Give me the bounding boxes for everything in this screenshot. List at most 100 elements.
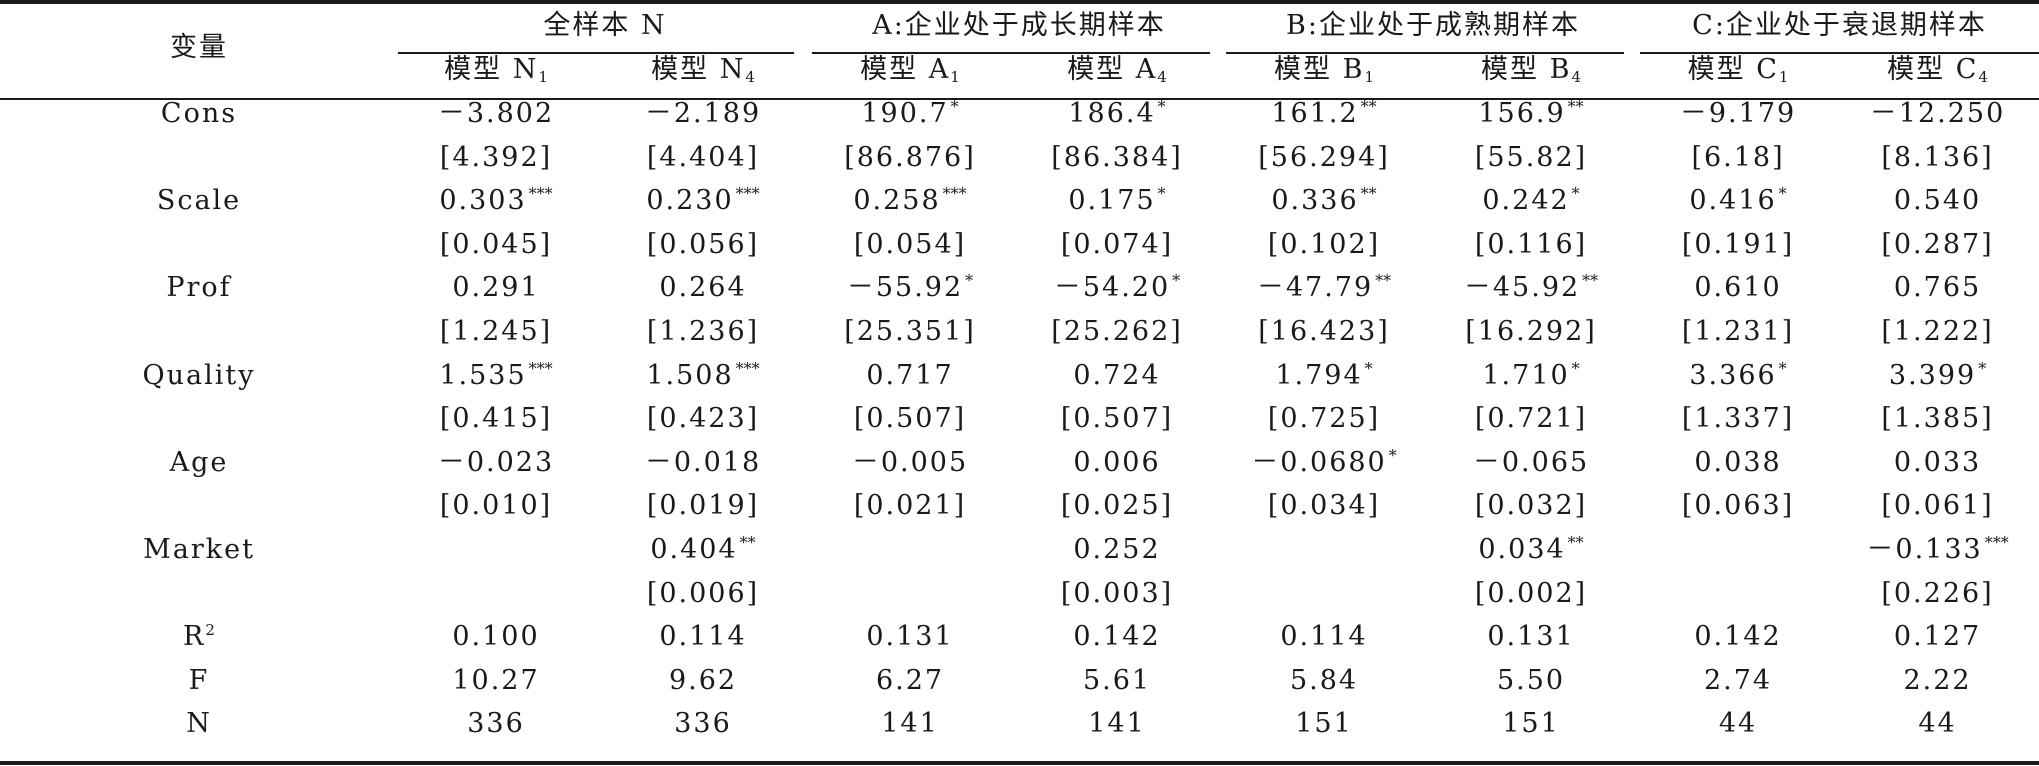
model-subscript: 1 (1364, 68, 1374, 86)
coefficient-value: －3.802 (437, 98, 555, 129)
standard-error-value: [0.423] (646, 403, 760, 435)
coefficient-cell: 1.535 *** (398, 354, 594, 398)
coefficient-cell: 0.033 (1836, 441, 2039, 485)
coefficient-value: 0.765 (1893, 272, 1982, 304)
model-header: 模型 C1 (1640, 48, 1836, 92)
standard-error-value: [0.074] (1060, 228, 1174, 260)
coefficient-value: －47.79 (1256, 272, 1374, 304)
coefficient-value: 0.303 (439, 185, 527, 217)
bottom-rule (0, 761, 2039, 765)
standard-error-value: [1.337] (1681, 403, 1795, 435)
model-header: 模型 B1 (1226, 48, 1422, 92)
standard-error-value: [0.507] (853, 403, 967, 435)
coefficient-value: 0.610 (1694, 272, 1782, 304)
statistic-row: R2 0.100 0.114 0.131 0.142 0.114 0.131 0.142 0.1… (0, 615, 2039, 659)
coefficient-cell: 0.610 (1640, 266, 1836, 310)
model-name: 模型 N (651, 54, 746, 85)
statistic-value: 0.114 (1280, 621, 1368, 653)
standard-error-cell: [0.045] (398, 223, 594, 267)
coefficient-value: 0.242 (1482, 185, 1570, 217)
variable-name: Scale (156, 185, 242, 217)
variable-name: Age (169, 446, 229, 478)
group-rule-b (1226, 52, 1624, 54)
standard-error-value: [1.222] (1881, 315, 1994, 347)
significance-stars: * (965, 271, 974, 291)
significance-stars: *** (1984, 532, 2009, 552)
standard-error-value: [0.116] (1474, 228, 1588, 260)
coefficient-value: 190.7 (861, 98, 949, 129)
coefficient-value: 161.2 (1271, 98, 1359, 129)
significance-stars: * (1364, 358, 1373, 378)
standard-error-row: [0.045] [0.056] [0.054] [0.074] [0.102] [0.11… (0, 223, 2039, 267)
coefficient-cell: 0.038 (1640, 441, 1836, 485)
coefficient-cell: 1.794 * (1226, 354, 1422, 398)
coefficient-cell: －55.92 * (812, 266, 1008, 310)
significance-stars: *** (528, 184, 553, 204)
standard-error-cell: [0.725] (1226, 397, 1422, 441)
standard-error-cell: [0.191] (1640, 223, 1836, 267)
model-name: 模型 A (1067, 54, 1158, 85)
coefficient-value: 0.258 (853, 185, 941, 217)
significance-stars: ** (1360, 97, 1377, 116)
coefficient-value: 1.710 (1482, 359, 1570, 391)
header-bottom-rule (0, 98, 2039, 100)
standard-error-value: [0.021] (853, 490, 967, 522)
coefficient-row: Market 0.404 ** 0.252 0.034 ** －0.133 *** (0, 528, 2039, 572)
significance-stars: ** (1567, 97, 1584, 116)
variable-name: Market (143, 533, 255, 565)
coefficient-value: －2.189 (644, 98, 762, 129)
variable-name-blank (0, 310, 398, 354)
statistic-row: N 336 336 141 141 151 151 44 44 (0, 702, 2039, 746)
standard-error-cell: [0.507] (1008, 397, 1226, 441)
standard-error-cell: [1.222] (1836, 310, 2039, 354)
standard-error-value: [16.292] (1465, 315, 1597, 347)
standard-error-value: [0.287] (1881, 228, 1994, 260)
standard-error-value: [0.507] (1060, 403, 1174, 435)
coefficient-cell: －12.250 (1836, 92, 2039, 136)
standard-error-row: [4.392] [4.404] [86.876] [86.384] [56.294] [5… (0, 136, 2039, 180)
variable-name-blank (0, 397, 398, 441)
model-name: 模型 C (1887, 54, 1979, 85)
model-header: 模型 N1 (398, 48, 594, 92)
standard-error-cell: [6.18] (1640, 136, 1836, 180)
coefficient-cell: －54.20 * (1008, 266, 1226, 310)
coefficient-value: －0.018 (644, 446, 762, 478)
statistic-label: F (188, 664, 210, 696)
standard-error-row: [0.006] [0.003] [0.002] [0.226] (0, 572, 2039, 616)
coefficient-cell: 0.404 ** (594, 528, 812, 572)
standard-error-cell: [1.231] (1640, 310, 1836, 354)
coefficient-cell: 0.242 * (1422, 179, 1640, 223)
standard-error-cell: [0.507] (812, 397, 1008, 441)
statistic-value: 9.62 (668, 664, 738, 696)
standard-error-cell: [0.721] (1422, 397, 1640, 441)
coefficient-value: 1.508 (646, 359, 734, 391)
coefficient-value: 1.794 (1275, 359, 1363, 391)
regression-table: 变量 全样本 N A:企业处于成长期样本 B:企业处于成熟期样本 C:企业处于衰… (0, 4, 2039, 746)
coefficient-value: －54.20 (1053, 272, 1171, 304)
coefficient-value: －0.005 (851, 446, 969, 478)
standard-error-cell: [0.226] (1836, 572, 2039, 616)
coefficient-cell: 0.034 ** (1422, 528, 1640, 572)
standard-error-value: [0.063] (1681, 490, 1795, 522)
model-name: 模型 B (1274, 54, 1365, 85)
coefficient-value: 0.230 (646, 185, 734, 217)
coefficient-value: 186.4 (1068, 98, 1156, 129)
coefficient-value: －0.133 (1866, 533, 1983, 565)
coefficient-row: Age －0.023 －0.018 －0.005 0.006 －0.0680 * －0.065… (0, 441, 2039, 485)
variable-name-blank (0, 136, 398, 180)
standard-error-value: [1.236] (646, 315, 760, 347)
standard-error-cell: [1.337] (1640, 397, 1836, 441)
coefficient-cell: －0.005 (812, 441, 1008, 485)
variable-name: Cons (160, 98, 238, 129)
coefficient-cell: 0.006 (1008, 441, 1226, 485)
coefficient-cell: －0.023 (398, 441, 594, 485)
standard-error-cell: [0.116] (1422, 223, 1640, 267)
standard-error-cell (1226, 572, 1422, 616)
significance-stars: * (1778, 184, 1787, 204)
standard-error-value: [4.404] (646, 141, 760, 173)
model-header: 模型 A4 (1008, 48, 1226, 92)
significance-stars: * (1571, 184, 1580, 204)
coefficient-cell: 0.175 * (1008, 179, 1226, 223)
standard-error-cell: [0.061] (1836, 484, 2039, 528)
standard-error-cell: [86.384] (1008, 136, 1226, 180)
